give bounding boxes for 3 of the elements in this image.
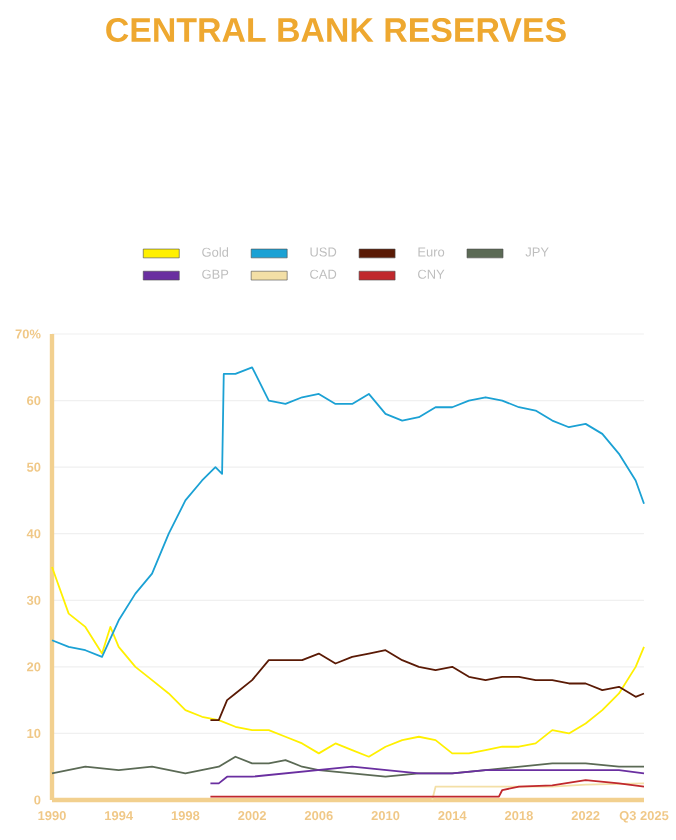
line-series — [51, 566, 646, 758]
line-series — [51, 366, 646, 658]
chart-title: CENTRAL BANK RESERVES — [106, 18, 567, 43]
